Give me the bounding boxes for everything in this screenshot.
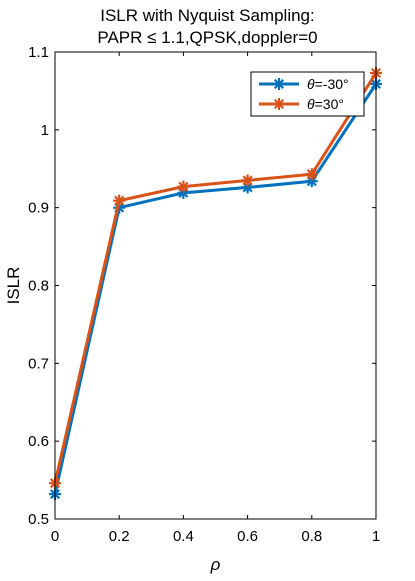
x-axis-label: ρ [210,555,221,574]
series-2 [49,67,382,490]
chart-title-line1: ISLR with Nyquist Sampling: [100,6,315,25]
x-tick-label: 0.4 [173,528,194,545]
y-tick-label: 0.8 [28,278,49,295]
y-tick-label: 1.1 [28,44,49,61]
y-tick-label: 0.6 [28,433,49,450]
legend-marker [273,98,285,110]
chart-title-line2: PAPR ≤ 1.1,QPSK,doppler=0 [97,28,318,47]
legend-marker [273,78,285,90]
data-point-marker [113,194,126,207]
series-line [53,72,378,484]
y-tick-label: 0.7 [28,355,49,372]
legend: θ=-30° θ=30° [250,71,365,117]
x-tick-label: 0.2 [109,528,130,545]
data-point-marker [177,180,190,193]
y-tick-label: 0.5 [28,511,49,528]
data-point-marker [241,174,254,187]
x-tick-label: 0 [51,528,59,545]
x-tick-label: 0.8 [301,528,322,545]
legend-entry: θ=-30° [259,76,349,92]
series-line [53,83,378,495]
y-axis-label: ISLR [4,267,23,305]
data-point-marker [305,168,318,181]
axis-ticks: 0 0.2 0.4 0.6 0.8 1 0.5 0.6 0.7 0.8 0.9 1 1.1 [28,44,380,545]
y-tick-label: 0.9 [28,200,49,217]
x-tick-label: 0.6 [237,528,258,545]
plot-area-frame [54,51,377,520]
legend-box [250,71,365,117]
data-series [49,67,382,501]
x-tick-label: 1 [372,528,380,545]
legend-label: θ=-30° [307,76,349,92]
y-tick-label: 1 [41,122,49,139]
legend-entry: θ=30° [259,96,344,112]
legend-label: θ=30° [307,96,344,112]
